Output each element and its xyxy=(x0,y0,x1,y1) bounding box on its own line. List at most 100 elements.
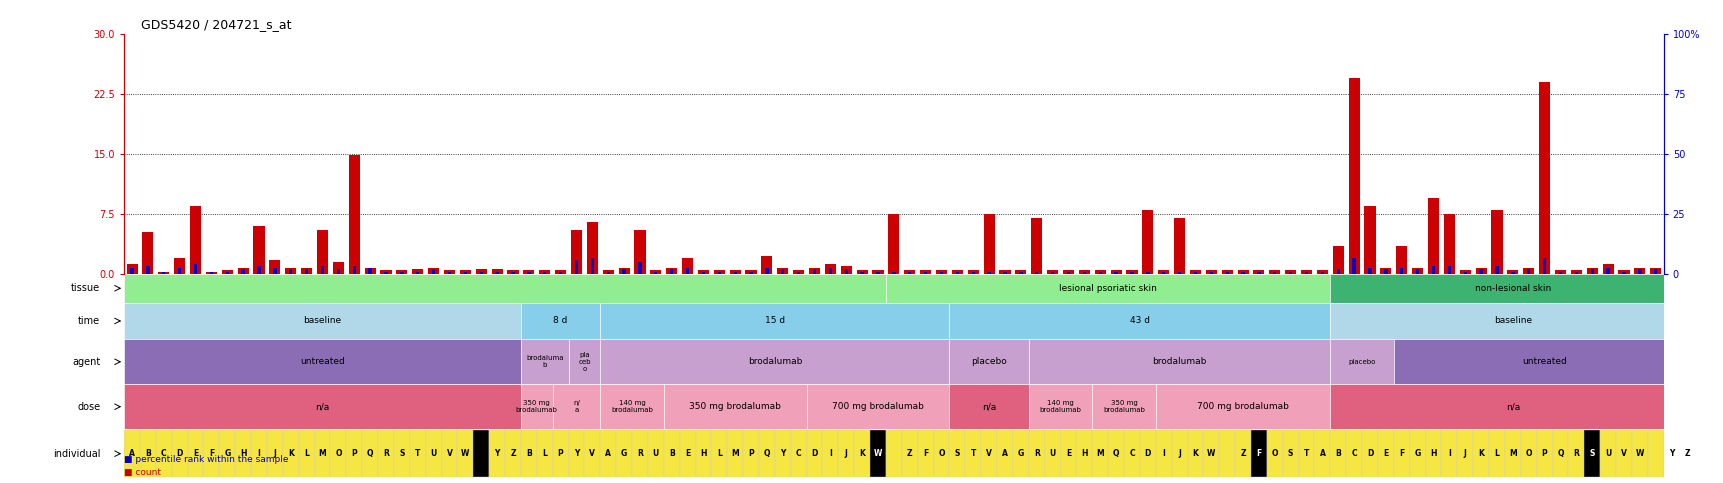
Bar xyxy=(679,430,694,477)
Bar xyxy=(1456,430,1473,477)
Bar xyxy=(1473,430,1489,477)
Bar xyxy=(1568,430,1583,477)
Bar xyxy=(369,268,372,274)
Bar xyxy=(1573,271,1577,274)
Bar xyxy=(193,264,196,274)
Bar xyxy=(606,271,610,274)
Text: Q: Q xyxy=(763,449,770,458)
Bar xyxy=(632,430,648,477)
Text: n/a: n/a xyxy=(982,402,996,411)
Text: K: K xyxy=(288,449,293,458)
Bar xyxy=(283,430,298,477)
Bar xyxy=(806,384,949,429)
Text: J: J xyxy=(1463,449,1466,458)
Bar xyxy=(553,384,600,429)
Bar xyxy=(1330,340,1392,384)
Text: H: H xyxy=(1080,449,1087,458)
Bar xyxy=(457,430,474,477)
Bar xyxy=(143,232,153,274)
Bar xyxy=(619,268,629,274)
Bar xyxy=(432,269,434,274)
Text: O: O xyxy=(1525,449,1532,458)
Text: 700 mg brodalumab: 700 mg brodalumab xyxy=(1196,402,1289,411)
Bar xyxy=(463,271,467,274)
Bar xyxy=(1113,271,1117,274)
Text: G: G xyxy=(1413,449,1420,458)
Text: S: S xyxy=(955,449,960,458)
Bar xyxy=(901,430,917,477)
Bar xyxy=(777,268,787,274)
Bar xyxy=(1585,268,1597,274)
Text: W: W xyxy=(1635,449,1644,458)
Bar xyxy=(1266,430,1282,477)
Bar xyxy=(1353,258,1354,274)
Text: L: L xyxy=(717,449,722,458)
Text: B: B xyxy=(669,449,674,458)
Text: U: U xyxy=(1604,449,1611,458)
Bar xyxy=(1161,271,1165,274)
Bar xyxy=(476,269,486,274)
Bar xyxy=(965,430,980,477)
Bar xyxy=(908,271,911,274)
Bar xyxy=(903,270,915,274)
Text: B: B xyxy=(1335,449,1340,458)
Bar xyxy=(1013,430,1029,477)
Text: Q: Q xyxy=(1113,449,1118,458)
Bar xyxy=(967,270,979,274)
Bar xyxy=(555,270,565,274)
Bar xyxy=(1210,271,1213,274)
Bar xyxy=(1442,214,1454,274)
Bar xyxy=(1475,268,1485,274)
Bar xyxy=(1440,430,1456,477)
Bar xyxy=(586,222,598,274)
Bar xyxy=(412,269,424,274)
Bar xyxy=(460,270,470,274)
Bar xyxy=(1130,271,1134,274)
Text: C: C xyxy=(796,449,801,458)
Text: F: F xyxy=(208,449,214,458)
Bar xyxy=(1663,430,1678,477)
Text: G: G xyxy=(224,449,231,458)
Bar xyxy=(972,271,973,274)
Bar xyxy=(713,270,724,274)
Bar xyxy=(1203,430,1218,477)
Bar xyxy=(743,430,758,477)
Bar xyxy=(543,271,546,274)
Text: E: E xyxy=(1382,449,1387,458)
Bar xyxy=(448,271,451,274)
Bar xyxy=(837,430,853,477)
Bar xyxy=(1029,340,1330,384)
Text: n/a: n/a xyxy=(315,402,329,411)
Text: R: R xyxy=(1034,449,1039,458)
Bar xyxy=(603,270,613,274)
Text: Z: Z xyxy=(1683,449,1689,458)
Text: ■ percentile rank within the sample: ■ percentile rank within the sample xyxy=(124,455,288,464)
Bar xyxy=(1282,430,1297,477)
Bar xyxy=(1330,274,1694,302)
Bar xyxy=(320,266,324,274)
Bar xyxy=(1432,266,1434,274)
Text: V: V xyxy=(589,449,594,458)
Text: G: G xyxy=(620,449,627,458)
Text: E: E xyxy=(684,449,689,458)
Bar xyxy=(205,271,217,274)
Text: O: O xyxy=(1272,449,1277,458)
Bar xyxy=(302,268,312,274)
Bar xyxy=(1123,430,1139,477)
Bar xyxy=(1380,268,1390,274)
Bar xyxy=(269,259,281,274)
Text: 350 mg
brodalumab: 350 mg brodalumab xyxy=(1103,400,1144,413)
Text: P: P xyxy=(558,449,563,458)
Bar xyxy=(663,430,679,477)
Bar xyxy=(712,430,727,477)
Text: 700 mg brodalumab: 700 mg brodalumab xyxy=(832,402,924,411)
Bar xyxy=(267,430,283,477)
Text: Y: Y xyxy=(1668,449,1673,458)
Bar xyxy=(701,271,705,274)
Bar xyxy=(124,384,520,429)
Bar xyxy=(955,271,958,274)
Text: T: T xyxy=(970,449,975,458)
Text: H: H xyxy=(239,449,246,458)
Bar xyxy=(1478,269,1482,274)
Bar xyxy=(569,430,584,477)
